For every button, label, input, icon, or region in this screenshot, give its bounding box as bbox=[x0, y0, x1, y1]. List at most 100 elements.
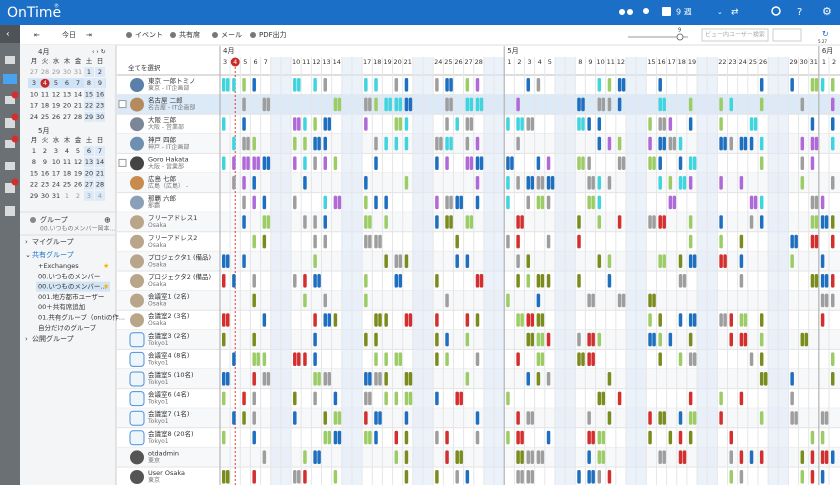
event-block[interactable] bbox=[323, 136, 328, 151]
event-block[interactable] bbox=[759, 411, 764, 425]
event-block[interactable] bbox=[364, 332, 368, 347]
calendar-day[interactable]: 14 bbox=[74, 90, 82, 98]
event-block[interactable] bbox=[226, 372, 230, 386]
event-block[interactable] bbox=[672, 195, 677, 210]
day-label[interactable]: 10 bbox=[596, 58, 604, 66]
event-block[interactable] bbox=[475, 274, 480, 288]
event-block[interactable] bbox=[506, 117, 510, 131]
event-block[interactable] bbox=[226, 254, 230, 268]
event-block[interactable] bbox=[820, 313, 825, 327]
event-block[interactable] bbox=[591, 195, 595, 210]
shared-button[interactable]: 共有席 bbox=[179, 30, 200, 39]
event-block[interactable] bbox=[810, 450, 815, 464]
person-name[interactable]: 会議室7 (1名) bbox=[148, 409, 189, 418]
calendar-day[interactable]: 17 bbox=[30, 102, 38, 110]
event-block[interactable] bbox=[688, 156, 693, 170]
event-block[interactable] bbox=[455, 195, 459, 210]
event-block[interactable] bbox=[658, 411, 662, 425]
event-block[interactable] bbox=[536, 293, 541, 308]
event-block[interactable] bbox=[252, 372, 256, 386]
event-block[interactable] bbox=[814, 215, 819, 229]
event-block[interactable] bbox=[252, 411, 256, 425]
event-block[interactable] bbox=[577, 156, 581, 170]
event-block[interactable] bbox=[824, 450, 829, 464]
day-label[interactable]: 24 bbox=[434, 58, 442, 66]
event-block[interactable] bbox=[297, 470, 301, 484]
event-block[interactable] bbox=[581, 352, 585, 366]
event-block[interactable] bbox=[648, 136, 652, 151]
event-block[interactable] bbox=[384, 254, 388, 268]
event-block[interactable] bbox=[597, 215, 602, 229]
calendar-day[interactable]: 6 bbox=[87, 147, 91, 155]
event-block[interactable] bbox=[506, 176, 510, 190]
event-block[interactable] bbox=[469, 215, 474, 229]
event-block[interactable] bbox=[323, 195, 328, 210]
event-block[interactable] bbox=[678, 136, 683, 151]
event-block[interactable] bbox=[252, 78, 256, 92]
view-select[interactable] bbox=[772, 28, 802, 42]
day-label[interactable]: 3 bbox=[528, 58, 532, 66]
day-label[interactable]: 14 bbox=[333, 58, 341, 66]
row-checkbox[interactable] bbox=[118, 100, 127, 109]
event-block[interactable] bbox=[540, 274, 545, 288]
event-block[interactable] bbox=[364, 372, 368, 386]
event-block[interactable] bbox=[232, 78, 236, 92]
day-label[interactable]: 9 bbox=[588, 58, 592, 66]
event-block[interactable] bbox=[455, 254, 459, 268]
event-block[interactable] bbox=[293, 78, 297, 92]
event-block[interactable] bbox=[303, 293, 307, 308]
event-block[interactable] bbox=[323, 234, 328, 249]
event-block[interactable] bbox=[692, 254, 697, 268]
event-block[interactable] bbox=[831, 274, 835, 288]
event-block[interactable] bbox=[293, 352, 297, 366]
event-block[interactable] bbox=[536, 156, 541, 170]
event-block[interactable] bbox=[800, 136, 805, 151]
event-block[interactable] bbox=[577, 234, 581, 249]
zoom-handle[interactable] bbox=[676, 33, 684, 41]
event-block[interactable] bbox=[394, 78, 399, 92]
event-block[interactable] bbox=[465, 372, 470, 386]
event-block[interactable] bbox=[601, 97, 606, 112]
event-block[interactable] bbox=[597, 176, 602, 190]
event-block[interactable] bbox=[449, 215, 453, 229]
group-item[interactable]: +Exchanges bbox=[38, 262, 79, 270]
event-block[interactable] bbox=[749, 215, 754, 229]
event-block[interactable] bbox=[617, 78, 622, 92]
event-block[interactable] bbox=[327, 430, 332, 445]
day-label[interactable]: 21 bbox=[404, 58, 412, 66]
event-block[interactable] bbox=[536, 78, 541, 92]
event-block[interactable] bbox=[242, 97, 246, 112]
event-block[interactable] bbox=[445, 78, 449, 92]
event-block[interactable] bbox=[293, 470, 297, 484]
event-block[interactable] bbox=[530, 450, 535, 464]
event-block[interactable] bbox=[719, 215, 723, 229]
person-name[interactable]: 広島 七郎 bbox=[148, 174, 177, 183]
event-block[interactable] bbox=[597, 430, 602, 445]
day-label[interactable]: 4 bbox=[233, 58, 237, 66]
event-block[interactable] bbox=[678, 450, 683, 464]
event-block[interactable] bbox=[374, 195, 378, 210]
event-block[interactable] bbox=[266, 215, 271, 229]
event-block[interactable] bbox=[459, 450, 463, 464]
event-block[interactable] bbox=[743, 313, 748, 327]
event-block[interactable] bbox=[256, 352, 260, 366]
calendar-day[interactable]: 20 bbox=[85, 169, 93, 177]
event-block[interactable] bbox=[831, 117, 835, 131]
event-block[interactable] bbox=[398, 254, 403, 268]
event-block[interactable] bbox=[597, 97, 602, 112]
calendar-day[interactable]: 2 bbox=[98, 68, 102, 76]
event-block[interactable] bbox=[800, 450, 805, 464]
event-block[interactable] bbox=[459, 391, 463, 406]
event-block[interactable] bbox=[465, 470, 470, 484]
event-block[interactable] bbox=[303, 117, 307, 131]
event-block[interactable] bbox=[333, 411, 338, 425]
event-block[interactable] bbox=[313, 332, 317, 347]
event-block[interactable] bbox=[404, 430, 409, 445]
event-block[interactable] bbox=[226, 78, 230, 92]
event-block[interactable] bbox=[222, 332, 226, 347]
event-block[interactable] bbox=[323, 156, 328, 170]
event-block[interactable] bbox=[692, 352, 697, 366]
event-block[interactable] bbox=[222, 117, 226, 131]
calendar-day[interactable]: 30 bbox=[96, 113, 104, 121]
event-block[interactable] bbox=[658, 215, 662, 229]
